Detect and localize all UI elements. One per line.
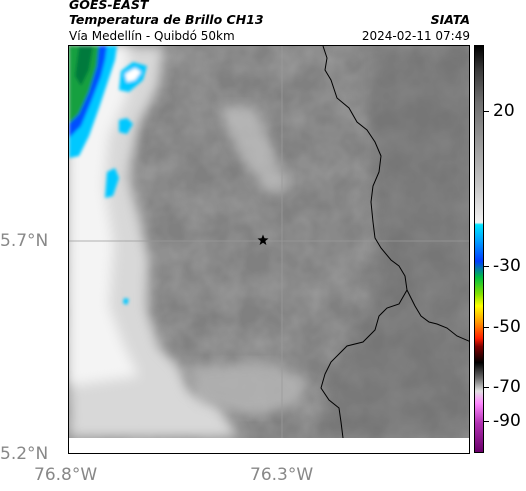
border-line-east — [406, 289, 469, 342]
colorbar-label-minus30: -30 — [493, 256, 521, 276]
colorbar-tick — [484, 266, 489, 267]
satellite-label: GOES-EAST — [69, 0, 149, 12]
colorbar-label-minus90: -90 — [493, 411, 521, 431]
colorbar-label-20: 20 — [493, 101, 515, 121]
datetime-label: 2024-02-11 07:49 — [361, 29, 470, 43]
colorbar — [474, 45, 484, 453]
cold-cloud-tops — [69, 46, 147, 305]
lat-label-5.2: 5.2°N — [0, 444, 49, 464]
colorbar-label-minus70: -70 — [493, 377, 521, 397]
lat-label-5.7: 5.7°N — [0, 231, 49, 251]
region-label: Vía Medellín - Quibdó 50km — [69, 29, 235, 43]
org-label: SIATA — [430, 12, 470, 27]
border-line — [320, 46, 408, 439]
satellite-map[interactable] — [68, 45, 470, 454]
bright-cloud-streak — [219, 106, 289, 196]
colorbar-tick — [484, 327, 489, 328]
dark-cloud-region — [319, 46, 469, 438]
colorbar-tick — [484, 421, 489, 422]
map-canvas — [69, 46, 469, 453]
lon-label-76.3: 76.3°W — [250, 465, 314, 485]
no-data-strip — [69, 438, 469, 453]
colorbar-tick — [484, 387, 489, 388]
star-icon[interactable] — [257, 234, 269, 246]
bright-cloud-south — [189, 361, 309, 416]
lon-label-76.8: 76.8°W — [34, 465, 98, 485]
product-title: Temperatura de Brillo CH13 — [69, 12, 264, 27]
colorbar-tick — [484, 111, 489, 112]
colorbar-label-minus50: -50 — [493, 317, 521, 337]
